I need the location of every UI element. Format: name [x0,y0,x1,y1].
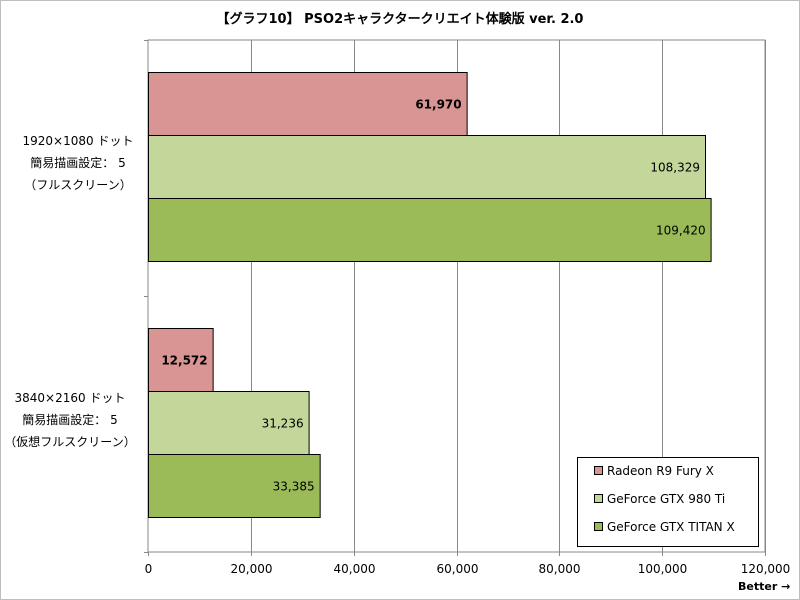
x-tick-label: 120,000 [741,562,791,576]
data-label: 33,385 [273,480,315,494]
x-tick-label: 20,000 [231,562,273,576]
x-tick-label: 60,000 [437,562,479,576]
category-label-line: （フルスクリーン） [24,178,132,192]
data-label: 108,329 [650,161,700,175]
legend-swatch [594,522,603,531]
data-label: 109,420 [656,224,706,238]
legend-label: GeForce GTX 980 Ti [607,492,726,506]
category-label-1920x1080: 1920×1080 ドット 簡易描画設定： 5 （フルスクリーン） [8,130,148,196]
category-label-line: 3840×2160 ドット [14,391,126,405]
legend-item-geforce-gtx-980-ti: GeForce GTX 980 Ti [594,492,725,506]
chart-title: 【グラフ10】 PSO2キャラクタークリエイト体験版 ver. 2.0 [216,12,584,27]
category-label-line: 1920×1080 ドット [22,134,134,148]
legend-item-radeon-r9-fury-x: Radeon R9 Fury X [594,464,714,478]
bar [148,72,468,136]
legend-item-geforce-gtx-titan-x: GeForce GTX TITAN X [594,520,735,534]
x-tick-label: 0 [145,562,153,576]
legend-swatch [594,494,603,503]
category-label-3840x2160: 3840×2160 ドット 簡易描画設定： 5 （仮想フルスクリーン） [0,387,140,453]
bar [148,135,706,199]
category-label-line: （仮想フルスクリーン） [4,435,136,449]
data-label: 61,970 [415,98,461,112]
bar [148,454,321,518]
chart-legend: Radeon R9 Fury X GeForce GTX 980 Ti GeFo… [577,457,759,547]
legend-label: GeForce GTX TITAN X [607,520,735,534]
better-direction-label: Better → [738,580,791,593]
x-tick-label: 80,000 [539,562,581,576]
bar [148,198,712,262]
data-label: 31,236 [262,417,304,431]
category-label-line: 簡易描画設定： 5 [22,413,118,427]
x-tick-label: 40,000 [334,562,376,576]
data-label: 12,572 [161,354,207,368]
bar [148,391,310,455]
legend-label: Radeon R9 Fury X [607,464,714,478]
legend-swatch [594,466,603,475]
category-label-line: 簡易描画設定： 5 [30,156,126,170]
x-tick-label: 100,000 [638,562,688,576]
